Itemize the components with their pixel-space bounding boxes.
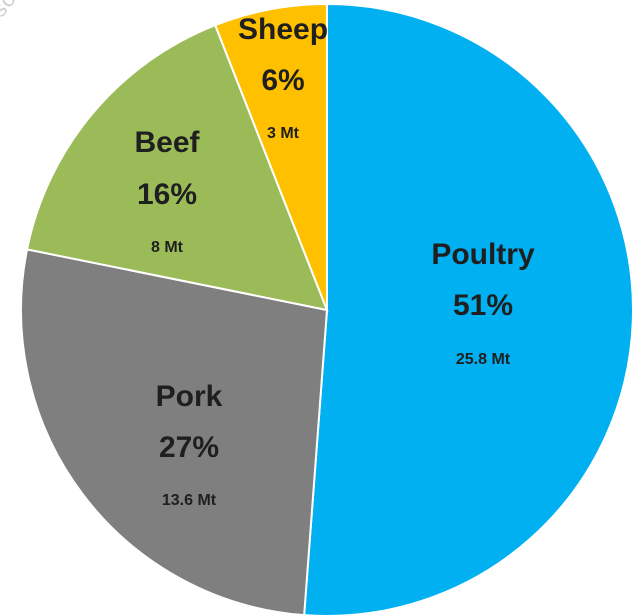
pie-slice-poultry — [303, 2, 634, 616]
pie-labels: Poultry 51% 25.8 Mt Pork 27% 13.6 Mt Beef 16% 8 … — [134, 13, 534, 509]
slice-percent-pork: 27% — [159, 431, 219, 464]
pie-slice-pork — [20, 248, 329, 616]
slice-value-poultry: 25.8 Mt — [456, 351, 511, 368]
slice-label-pork: Pork — [156, 380, 223, 413]
slice-percent-beef: 16% — [137, 178, 197, 211]
slice-label-beef: Beef — [134, 126, 200, 159]
slice-percent-sheep: 6% — [261, 64, 304, 97]
slice-value-beef: 8 Mt — [151, 239, 184, 256]
slice-value-pork: 13.6 Mt — [162, 492, 217, 509]
slice-label-sheep: Sheep — [238, 13, 328, 46]
slice-percent-poultry: 51% — [453, 289, 513, 322]
pie-slices — [20, 2, 634, 616]
pie-slice-sheep — [213, 2, 328, 311]
slice-value-sheep: 3 Mt — [267, 125, 300, 142]
pie-slice-beef — [25, 23, 329, 312]
slice-label-poultry: Poultry — [431, 238, 535, 271]
